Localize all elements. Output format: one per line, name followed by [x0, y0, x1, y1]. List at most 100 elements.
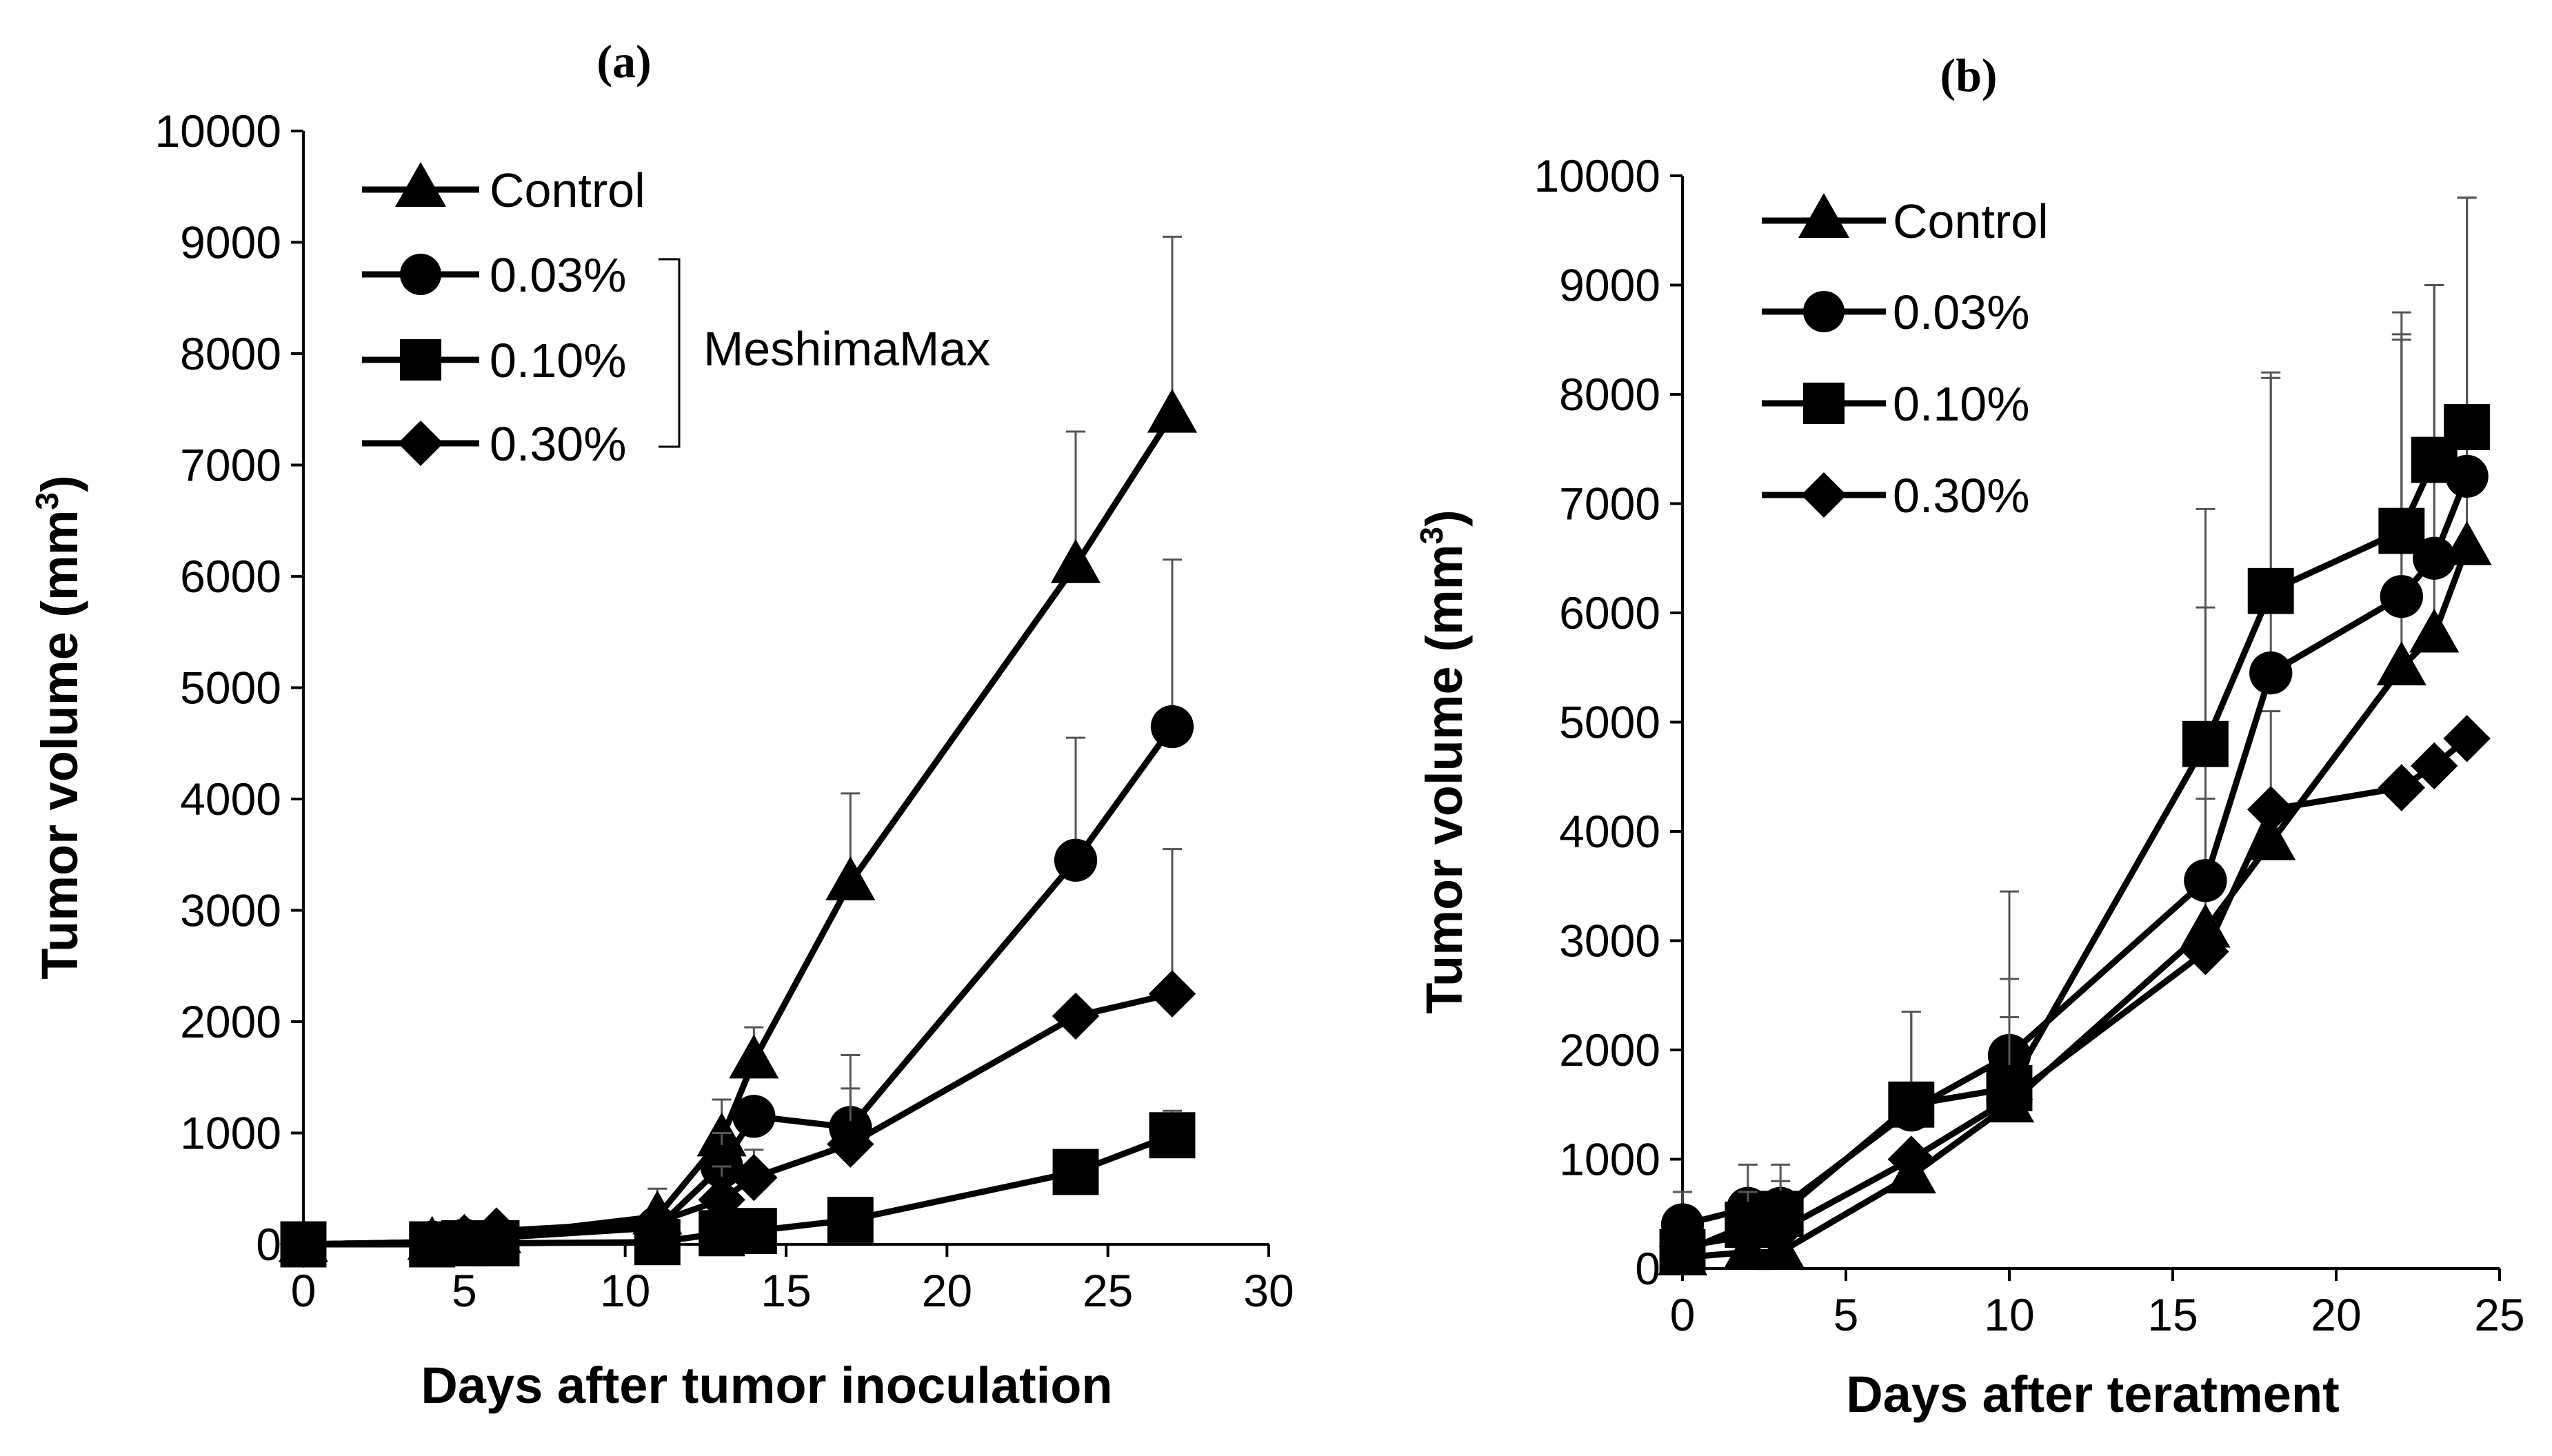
data-point	[732, 1095, 776, 1138]
panel-a-x-axis-label: Days after tumor inoculation	[421, 1357, 1112, 1414]
panel-b-y-tick-label: 0	[1635, 1243, 1660, 1294]
panel-a-legend-label-003: 0.03%	[490, 248, 626, 302]
panel-b-legend-item-003: 0.03%	[1762, 285, 2029, 339]
panel-b-y-tick-label: 2000	[1559, 1024, 1660, 1075]
data-point	[2443, 715, 2491, 762]
data-point	[1054, 838, 1098, 882]
panel-b-y-tick-label: 10000	[1534, 150, 1660, 201]
panel-a-axes: 0100020003000400050006000700080009000100…	[154, 105, 1294, 1316]
panel-a-x-tick-label: 30	[1243, 1265, 1294, 1316]
triangle-marker-icon	[395, 162, 446, 207]
panel-b-series-diamond	[1658, 715, 2491, 1271]
panel-a-y-tick-label: 0	[256, 1219, 281, 1270]
data-point	[2247, 567, 2294, 614]
data-point	[2376, 641, 2427, 686]
data-point	[1148, 970, 1196, 1018]
panel-a-letter: (a)	[596, 35, 651, 88]
panel-b-legend-label-003: 0.03%	[1893, 285, 2029, 339]
panel-b-y-axis-label-main: Tumor volume (mm	[1416, 545, 1473, 1014]
data-point	[1724, 1212, 1771, 1260]
chart-panel-a: (a) 0 1000 2000 3000 4000 5000 6000 7000 8000 900…	[29, 35, 1294, 1414]
panel-b-legend-item-control: Control	[1762, 193, 2049, 248]
panel-a-y-tick-label: 5000	[180, 663, 281, 714]
panel-b-series-square	[1659, 196, 2491, 1275]
data-point	[1887, 1135, 1935, 1183]
panel-a-y-axis-label-main: Tumor volume (mm	[31, 510, 88, 980]
panel-a-series-diamond	[279, 848, 1196, 1268]
panel-a-legend-item-030: 0.30%	[362, 417, 626, 471]
data-point	[698, 1176, 745, 1224]
data-point	[2182, 928, 2229, 975]
panel-b-y-tick-label: 3000	[1559, 916, 1660, 967]
data-point	[1050, 538, 1101, 583]
data-point	[729, 1034, 779, 1079]
triangle-marker-icon	[1798, 193, 1849, 238]
panel-b-y-axis-label: Tumor volume (mm3)	[1414, 509, 1473, 1013]
panel-a-y-axis-label-sup: 3	[29, 492, 65, 510]
panel-a-y-tick-label: 9000	[180, 217, 281, 268]
panel-a-legend-item-control: Control	[362, 162, 645, 217]
panel-a-y-tick-label: 6000	[180, 551, 281, 602]
panel-a-series	[278, 235, 1198, 1268]
data-point	[408, 1218, 456, 1266]
panel-b-legend-label-010: 0.10%	[1893, 377, 2029, 431]
panel-b-y-tick-label: 6000	[1559, 587, 1660, 638]
panel-a-legend-label-control: Control	[490, 163, 645, 217]
panel-a-legend-label-030: 0.30%	[490, 417, 626, 471]
series-line	[1682, 546, 2470, 1261]
panel-b-x-tick-label: 20	[2311, 1289, 2361, 1340]
panel-b-series	[1657, 196, 2492, 1275]
data-point	[827, 1197, 874, 1243]
panel-a-x-tick-label: 25	[1083, 1265, 1133, 1316]
panel-b-y-axis-label-close: )	[1416, 509, 1473, 527]
data-point	[634, 1198, 681, 1246]
panel-b-y-tick-label: 1000	[1559, 1134, 1660, 1185]
data-point	[730, 1153, 778, 1202]
panel-b-x-axis-label: Days after teratment	[1846, 1366, 2340, 1423]
panel-a-legend-label-010: 0.10%	[490, 334, 626, 387]
square-marker-icon	[400, 339, 441, 381]
data-point	[2444, 404, 2491, 450]
panel-a-x-tick-label: 10	[600, 1265, 650, 1316]
panel-a-y-tick-label: 3000	[180, 885, 281, 936]
data-point	[1150, 705, 1194, 749]
data-point	[2184, 859, 2227, 902]
data-point	[1052, 992, 1100, 1040]
panel-a-legend-item-010: 0.10%	[362, 334, 626, 387]
panel-a-y-tick-label: 4000	[180, 774, 281, 825]
data-point	[1985, 1075, 2033, 1123]
data-point	[1052, 1149, 1099, 1195]
data-point	[2411, 742, 2458, 790]
panel-a-y-tick-label: 7000	[180, 440, 281, 491]
panel-b-y-tick-label: 8000	[1559, 369, 1660, 420]
panel-a-legend: Control 0.03% 0.10% 0.30% MeshimaMax	[362, 162, 990, 471]
data-point	[2409, 608, 2460, 653]
panel-b-y-tick-label: 7000	[1559, 478, 1660, 529]
panel-b-y-tick-label: 5000	[1559, 697, 1660, 748]
diamond-marker-icon	[1801, 472, 1847, 518]
data-point	[2247, 786, 2295, 833]
series-line	[1682, 736, 2469, 1250]
panel-a-y-tick-label: 10000	[154, 105, 281, 156]
data-point	[2182, 720, 2229, 767]
panel-b-legend-item-010: 0.10%	[1762, 377, 2029, 431]
data-point	[825, 856, 876, 900]
data-point	[2180, 903, 2231, 948]
data-point	[441, 1214, 488, 1262]
data-point	[472, 1207, 521, 1255]
panel-b-legend-label-control: Control	[1893, 194, 2049, 248]
panel-b-y-tick-label: 4000	[1559, 806, 1660, 857]
chart-panel-b: (b) 0 1000 2000 3000 4000 5000 6000 7000 8000 900…	[1414, 49, 2525, 1423]
panel-b-x-tick-label: 25	[2474, 1289, 2524, 1340]
panel-a-y-tick-label: 1000	[180, 1108, 281, 1159]
data-point	[2246, 816, 2296, 860]
data-point	[827, 1120, 874, 1168]
panel-a-legend-group-label: MeshimaMax	[703, 322, 990, 376]
data-point	[2378, 764, 2425, 811]
square-marker-icon	[1803, 383, 1845, 424]
data-point	[1149, 1112, 1196, 1159]
data-point	[2378, 507, 2425, 554]
circle-marker-icon	[400, 254, 441, 295]
series-line	[1681, 475, 2470, 1228]
panel-b-legend-label-030: 0.30%	[1893, 469, 2029, 523]
